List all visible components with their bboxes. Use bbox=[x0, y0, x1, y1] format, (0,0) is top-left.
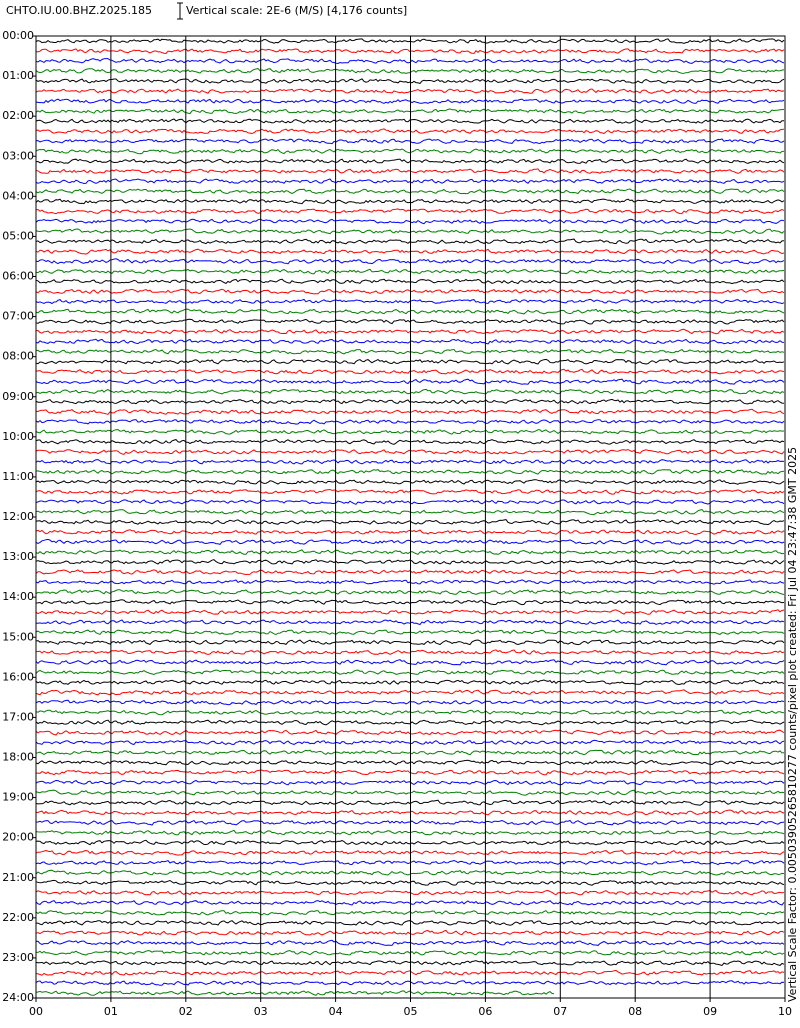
y-tick-label: 12:00 bbox=[2, 510, 34, 523]
y-tick-label: 22:00 bbox=[2, 911, 34, 924]
y-tick-label: 24:00 bbox=[2, 991, 34, 1004]
y-tick-label: 06:00 bbox=[2, 270, 34, 283]
y-tick-label: 00:00 bbox=[2, 29, 34, 42]
x-tick-label: 01 bbox=[104, 1005, 118, 1018]
y-tick-label: 04:00 bbox=[2, 189, 34, 202]
chart-subtitle: Vertical scale: 2E-6 (M/S) [4,176 counts… bbox=[186, 4, 407, 17]
side-annotation: Vertical Scale Factor: 0.005039052658102… bbox=[786, 447, 799, 1002]
x-tick-label: 09 bbox=[703, 1005, 717, 1018]
x-tick-label: 10 bbox=[778, 1005, 792, 1018]
y-tick-label: 17:00 bbox=[2, 710, 34, 723]
chart-title: CHTO.IU.00.BHZ.2025.185 bbox=[6, 4, 152, 17]
y-tick-label: 14:00 bbox=[2, 590, 34, 603]
y-tick-label: 10:00 bbox=[2, 430, 34, 443]
x-tick-label: 07 bbox=[553, 1005, 567, 1018]
y-tick-label: 21:00 bbox=[2, 871, 34, 884]
y-tick-label: 08:00 bbox=[2, 350, 34, 363]
y-tick-label: 20:00 bbox=[2, 831, 34, 844]
y-tick-label: 02:00 bbox=[2, 109, 34, 122]
y-tick-label: 16:00 bbox=[2, 670, 34, 683]
y-tick-label: 01:00 bbox=[2, 69, 34, 82]
x-tick-label: 05 bbox=[404, 1005, 418, 1018]
y-tick-label: 18:00 bbox=[2, 751, 34, 764]
x-tick-label: 03 bbox=[254, 1005, 268, 1018]
y-tick-label: 15:00 bbox=[2, 630, 34, 643]
y-tick-label: 09:00 bbox=[2, 390, 34, 403]
y-tick-label: 19:00 bbox=[2, 791, 34, 804]
trace bbox=[35, 990, 555, 996]
x-tick-label: 06 bbox=[478, 1005, 492, 1018]
x-tick-label: 04 bbox=[329, 1005, 343, 1018]
y-tick-label: 11:00 bbox=[2, 470, 34, 483]
x-tick-label: 02 bbox=[179, 1005, 193, 1018]
y-tick-label: 05:00 bbox=[2, 229, 34, 242]
y-tick-label: 03:00 bbox=[2, 149, 34, 162]
y-tick-label: 23:00 bbox=[2, 951, 34, 964]
y-tick-label: 13:00 bbox=[2, 550, 34, 563]
y-tick-label: 07:00 bbox=[2, 310, 34, 323]
x-tick-label: 00 bbox=[29, 1005, 43, 1018]
x-tick-label: 08 bbox=[628, 1005, 642, 1018]
